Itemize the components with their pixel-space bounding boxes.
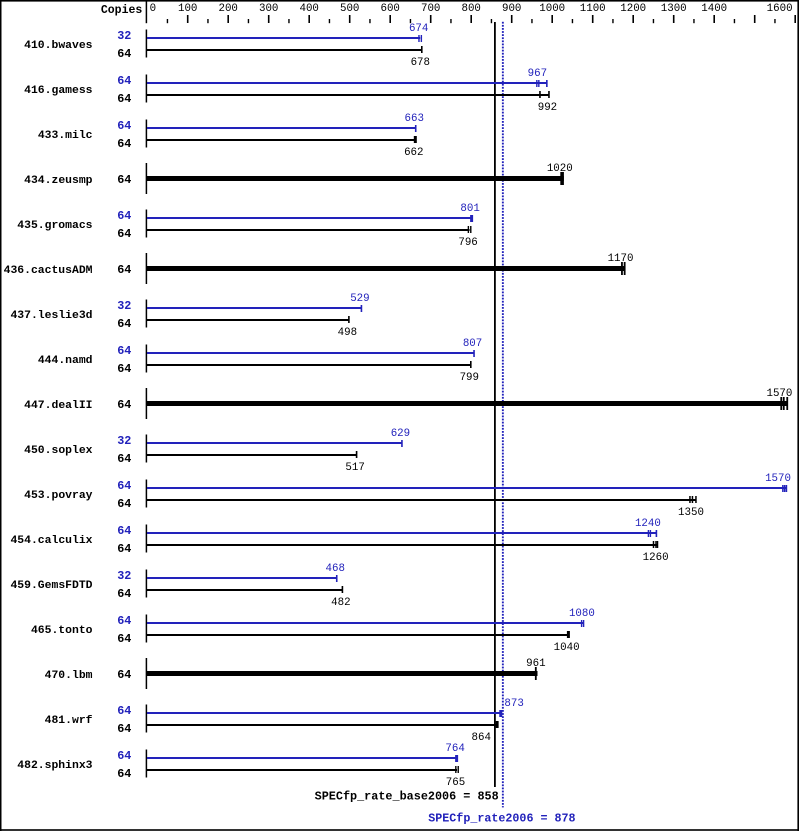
svg-text:64: 64 — [117, 227, 131, 241]
svg-text:410.bwaves: 410.bwaves — [24, 40, 93, 52]
svg-text:300: 300 — [259, 3, 278, 15]
svg-text:1570: 1570 — [765, 473, 791, 485]
svg-text:481.wrf: 481.wrf — [45, 715, 93, 727]
svg-text:447.dealII: 447.dealII — [24, 400, 92, 412]
svg-text:64: 64 — [117, 767, 131, 781]
svg-text:64: 64 — [117, 614, 131, 628]
svg-text:436.cactusADM: 436.cactusADM — [4, 265, 93, 277]
svg-text:1600: 1600 — [767, 3, 793, 15]
svg-text:32: 32 — [117, 569, 131, 583]
svg-text:1000: 1000 — [539, 3, 565, 15]
svg-text:465.tonto: 465.tonto — [31, 625, 93, 637]
svg-text:468: 468 — [326, 563, 345, 575]
svg-text:700: 700 — [421, 3, 440, 15]
svg-text:1200: 1200 — [620, 3, 646, 15]
svg-text:800: 800 — [461, 3, 480, 15]
svg-text:64: 64 — [117, 344, 131, 358]
svg-text:64: 64 — [117, 47, 131, 61]
svg-text:517: 517 — [345, 462, 364, 474]
svg-text:0: 0 — [150, 3, 156, 15]
svg-text:SPECfp_rate2006 = 878: SPECfp_rate2006 = 878 — [428, 811, 575, 825]
svg-text:662: 662 — [404, 147, 423, 159]
svg-text:1020: 1020 — [547, 163, 573, 175]
svg-text:796: 796 — [458, 237, 477, 249]
svg-text:32: 32 — [117, 299, 131, 313]
svg-text:450.soplex: 450.soplex — [24, 445, 93, 457]
svg-text:64: 64 — [117, 668, 131, 682]
svg-text:64: 64 — [117, 137, 131, 151]
svg-text:482.sphinx3: 482.sphinx3 — [17, 760, 92, 772]
svg-text:1170: 1170 — [608, 253, 634, 265]
svg-text:470.lbm: 470.lbm — [45, 670, 93, 682]
svg-text:444.namd: 444.namd — [38, 355, 93, 367]
svg-text:1400: 1400 — [701, 3, 727, 15]
svg-text:961: 961 — [526, 658, 545, 670]
svg-text:1350: 1350 — [678, 507, 704, 519]
svg-text:64: 64 — [117, 587, 131, 601]
svg-text:400: 400 — [299, 3, 318, 15]
svg-text:64: 64 — [117, 704, 131, 718]
svg-text:1080: 1080 — [569, 608, 595, 620]
svg-text:459.GemsFDTD: 459.GemsFDTD — [10, 580, 92, 592]
svg-text:799: 799 — [460, 372, 479, 384]
svg-text:764: 764 — [445, 743, 464, 755]
svg-text:416.gamess: 416.gamess — [24, 85, 93, 97]
svg-text:1040: 1040 — [554, 642, 580, 654]
svg-text:64: 64 — [117, 74, 131, 88]
svg-text:663: 663 — [404, 113, 423, 125]
svg-text:1260: 1260 — [643, 552, 669, 564]
svg-text:200: 200 — [218, 3, 237, 15]
svg-text:1300: 1300 — [661, 3, 687, 15]
svg-text:992: 992 — [538, 102, 557, 114]
svg-text:SPECfp_rate_base2006 = 858: SPECfp_rate_base2006 = 858 — [315, 789, 499, 803]
svg-text:967: 967 — [528, 68, 547, 80]
svg-text:64: 64 — [117, 749, 131, 763]
svg-text:864: 864 — [472, 732, 491, 744]
svg-text:453.povray: 453.povray — [24, 490, 93, 502]
svg-text:498: 498 — [338, 327, 357, 339]
svg-text:64: 64 — [117, 722, 131, 736]
svg-text:64: 64 — [117, 542, 131, 556]
svg-text:482: 482 — [331, 597, 350, 609]
svg-text:900: 900 — [502, 3, 521, 15]
svg-text:64: 64 — [117, 263, 131, 277]
svg-text:433.milc: 433.milc — [38, 130, 93, 142]
svg-text:64: 64 — [117, 317, 131, 331]
svg-text:674: 674 — [409, 23, 428, 35]
svg-text:435.gromacs: 435.gromacs — [17, 220, 92, 232]
svg-text:32: 32 — [117, 29, 131, 43]
svg-text:1100: 1100 — [580, 3, 606, 15]
svg-text:100: 100 — [178, 3, 197, 15]
svg-text:64: 64 — [117, 92, 131, 106]
svg-text:454.calculix: 454.calculix — [10, 535, 92, 547]
svg-text:678: 678 — [411, 57, 430, 69]
svg-text:32: 32 — [117, 434, 131, 448]
svg-text:64: 64 — [117, 452, 131, 466]
svg-text:Copies: Copies — [101, 4, 143, 17]
svg-text:437.leslie3d: 437.leslie3d — [10, 310, 92, 322]
svg-text:500: 500 — [340, 3, 359, 15]
svg-text:64: 64 — [117, 524, 131, 538]
svg-text:64: 64 — [117, 209, 131, 223]
svg-text:1240: 1240 — [635, 518, 661, 530]
svg-text:64: 64 — [117, 479, 131, 493]
svg-text:765: 765 — [446, 777, 465, 789]
svg-text:873: 873 — [504, 698, 523, 710]
svg-text:64: 64 — [117, 362, 131, 376]
svg-text:64: 64 — [117, 632, 131, 646]
svg-text:434.zeusmp: 434.zeusmp — [24, 175, 93, 187]
svg-text:629: 629 — [391, 428, 410, 440]
svg-text:1570: 1570 — [766, 388, 792, 400]
svg-text:600: 600 — [380, 3, 399, 15]
svg-text:64: 64 — [117, 497, 131, 511]
svg-text:64: 64 — [117, 398, 131, 412]
svg-text:801: 801 — [460, 203, 479, 215]
svg-text:64: 64 — [117, 119, 131, 133]
svg-text:529: 529 — [350, 293, 369, 305]
svg-text:64: 64 — [117, 173, 131, 187]
svg-text:807: 807 — [463, 338, 482, 350]
